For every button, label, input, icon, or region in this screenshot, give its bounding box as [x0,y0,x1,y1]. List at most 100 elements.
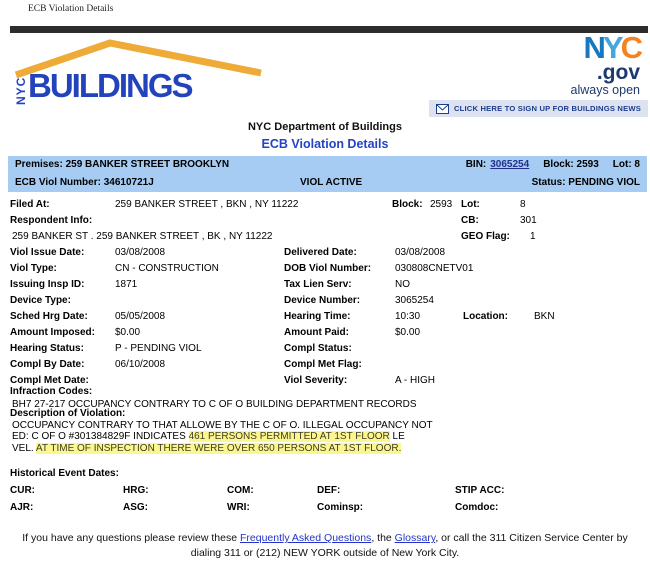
hearing-status-label: Hearing Status: [10,343,84,354]
nyc-buildings-logo: NYC BUILDINGS [14,38,266,106]
nycgov-tagline: always open [570,83,641,97]
detail-row: Filed At: 259 BANKER STREET , BKN , NY 11… [0,197,650,213]
description-text: ED: C OF O #301384829F INDICATES [12,431,189,443]
dob-viol-number-label: DOB Viol Number: [284,263,372,274]
nycgov-logo: NYC .gov always open [570,32,644,98]
viol-type-label: Viol Type: [10,263,57,274]
viol-issue-date-value: 03/08/2008 [115,247,166,258]
viol-issue-date-label: Viol Issue Date: [10,247,85,258]
compl-status-label: Compl Status: [284,343,352,354]
cominsp-label: Cominsp: [317,502,364,513]
wri-label: WRI: [227,502,250,513]
description-line-3: VEL. AT TIME OF INSPECTION THERE WERE OV… [10,442,433,455]
ajr-label: AJR: [10,502,34,513]
bin-link[interactable]: 3065254 [490,159,530,170]
detail-row: Compl By Date: 06/10/2008 Compl Met Flag: [0,357,650,373]
summary-row-status: ECB Viol Number: 34610721J VIOL ACTIVE S… [8,174,647,192]
description-text: OCCUPANCY CONTRARY TO THAT ALLOWE BY THE… [12,419,433,431]
block-label: Block: [392,199,423,210]
viol-severity-label: Viol Severity: [284,375,348,386]
infraction-codes-label: Infraction Codes: [10,386,93,397]
hearing-time-label: Hearing Time: [284,311,351,322]
description-line-1: OCCUPANCY CONTRARY TO THAT ALLOWE BY THE… [10,420,433,432]
tax-lien-serv-label: Tax Lien Serv: [284,279,352,290]
ecb-viol-number-text: ECB Viol Number: 34610721J [15,177,154,188]
historical-row-2: AJR: ASG: WRI: Cominsp: Comdoc: [0,502,650,519]
summary-row-premises: Premises: 259 BANKER STREET BROOKLYN BIN… [8,156,647,174]
description-text: VEL. [12,442,36,454]
detail-row: Viol Issue Date: 03/08/2008 Delivered Date… [0,245,650,261]
block-text: Block: 2593 [543,159,599,170]
block-value: 2593 [430,199,453,210]
respondent-info-label: Respondent Info: [10,215,93,226]
compl-met-flag-label: Compl Met Flag: [284,359,362,370]
com-label: COM: [227,485,254,496]
delivered-date-label: Delivered Date: [284,247,357,258]
sched-hrg-date-value: 05/05/2008 [115,311,166,322]
description-line-2: ED: C OF O #301384829F INDICATES 461 PER… [10,431,433,443]
comdoc-label: Comdoc: [455,502,499,513]
footer-line2: dialing 311 or (212) NEW YORK outside of… [190,547,460,559]
device-type-label: Device Type: [10,295,71,306]
buildings-news-signup-banner[interactable]: CLICK HERE TO SIGN UP FOR BUILDINGS NEWS [428,100,648,117]
buildings-logo-word: BUILDINGS [28,67,193,104]
detail-row: Hearing Status: P - PENDING VIOL Compl Sta… [0,341,650,357]
infraction-code-text: BH7 27-217 OCCUPANCY CONTRARY TO C OF O … [12,398,417,410]
cb-label: CB: [461,215,479,226]
amount-imposed-label: Amount Imposed: [10,327,95,338]
hrg-label: HRG: [123,485,149,496]
amount-imposed-value: $0.00 [115,327,141,338]
detail-row: Issuing Insp ID: 1871 Tax Lien Serv: NO [0,277,650,293]
violation-details-grid: Filed At: 259 BANKER STREET , BKN , NY 11… [0,197,650,389]
glossary-link[interactable]: Glossary [394,532,436,544]
description-text: LE [389,431,405,443]
footer-help-text: If you have any questions please review … [0,531,650,561]
detail-row: Compl Met Date: Viol Severity: A - HIGH [0,373,650,389]
geo-flag-label: GEO Flag: [461,231,510,242]
amount-paid-value: $0.00 [395,327,421,338]
amount-paid-label: Amount Paid: [284,327,349,338]
highlighted-text: 461 PERSONS PERMITTED AT 1ST FLOOR [188,431,390,443]
top-divider-bar [10,26,648,33]
description-label: Description of Violation: [10,408,126,419]
nycgov-letter-n: N [583,30,606,65]
historical-row-1: CUR: HRG: COM: DEF: STIP ACC: [0,485,650,502]
compl-by-date-value: 06/10/2008 [115,359,166,370]
nycgov-letters: NYC [571,32,644,63]
faq-link[interactable]: Frequently Asked Questions [239,532,372,544]
respondent-address: 259 BANKER ST . 259 BANKER STREET , BK ,… [12,231,273,242]
lot-value: 8 [520,199,526,210]
description-of-violation-section: Description of Violation: OCCUPANCY CONT… [10,408,433,454]
infraction-codes-section: Infraction Codes: BH7 27-217 OCCUPANCY C… [10,386,417,411]
envelope-icon [435,103,449,114]
detail-row: Amount Imposed: $0.00 Amount Paid: $0.00 [0,325,650,341]
cur-label: CUR: [10,485,35,496]
def-label: DEF: [317,485,341,496]
cb-value: 301 [520,215,537,226]
footer-text: If you have any questions please review … [22,532,240,544]
nycgov-letter-c: C [620,30,643,65]
highlighted-text: AT TIME OF INSPECTION THERE WERE OVER 65… [35,442,402,454]
department-title: NYC Department of Buildings [247,121,402,133]
detail-row: Viol Type: CN - CONSTRUCTION DOB Viol Numb… [0,261,650,277]
footer-text: , the [371,532,395,544]
dob-viol-number-value: 030808CNETV01 [395,263,474,274]
compl-by-date-label: Compl By Date: [10,359,85,370]
issuing-insp-id-value: 1871 [115,279,138,290]
detail-row: Respondent Info: CB: 301 [0,213,650,229]
filed-at-value: 259 BANKER STREET , BKN , NY 11222 [115,199,299,210]
footer-line1: If you have any questions please review … [0,531,650,546]
signup-banner-label: CLICK HERE TO SIGN UP FOR BUILDINGS NEWS [453,104,641,113]
device-number-value: 3065254 [395,295,434,306]
historical-event-dates-label: Historical Event Dates: [10,468,119,479]
premises-text: Premises: 259 BANKER STREET BROOKLYN [15,159,230,170]
lot-label: Lot: [461,199,480,210]
roof-icon [14,39,262,78]
location-label: Location: [463,311,508,322]
viol-severity-value: A - HIGH [395,375,436,386]
detail-row: Sched Hrg Date: 05/05/2008 Hearing Time: 10… [0,309,650,325]
stip-acc-label: STIP ACC: [455,485,505,496]
filed-at-label: Filed At: [10,199,50,210]
nycgov-letter-y: Y [602,30,624,65]
page-header-title: ECB Violation Details [28,4,114,14]
